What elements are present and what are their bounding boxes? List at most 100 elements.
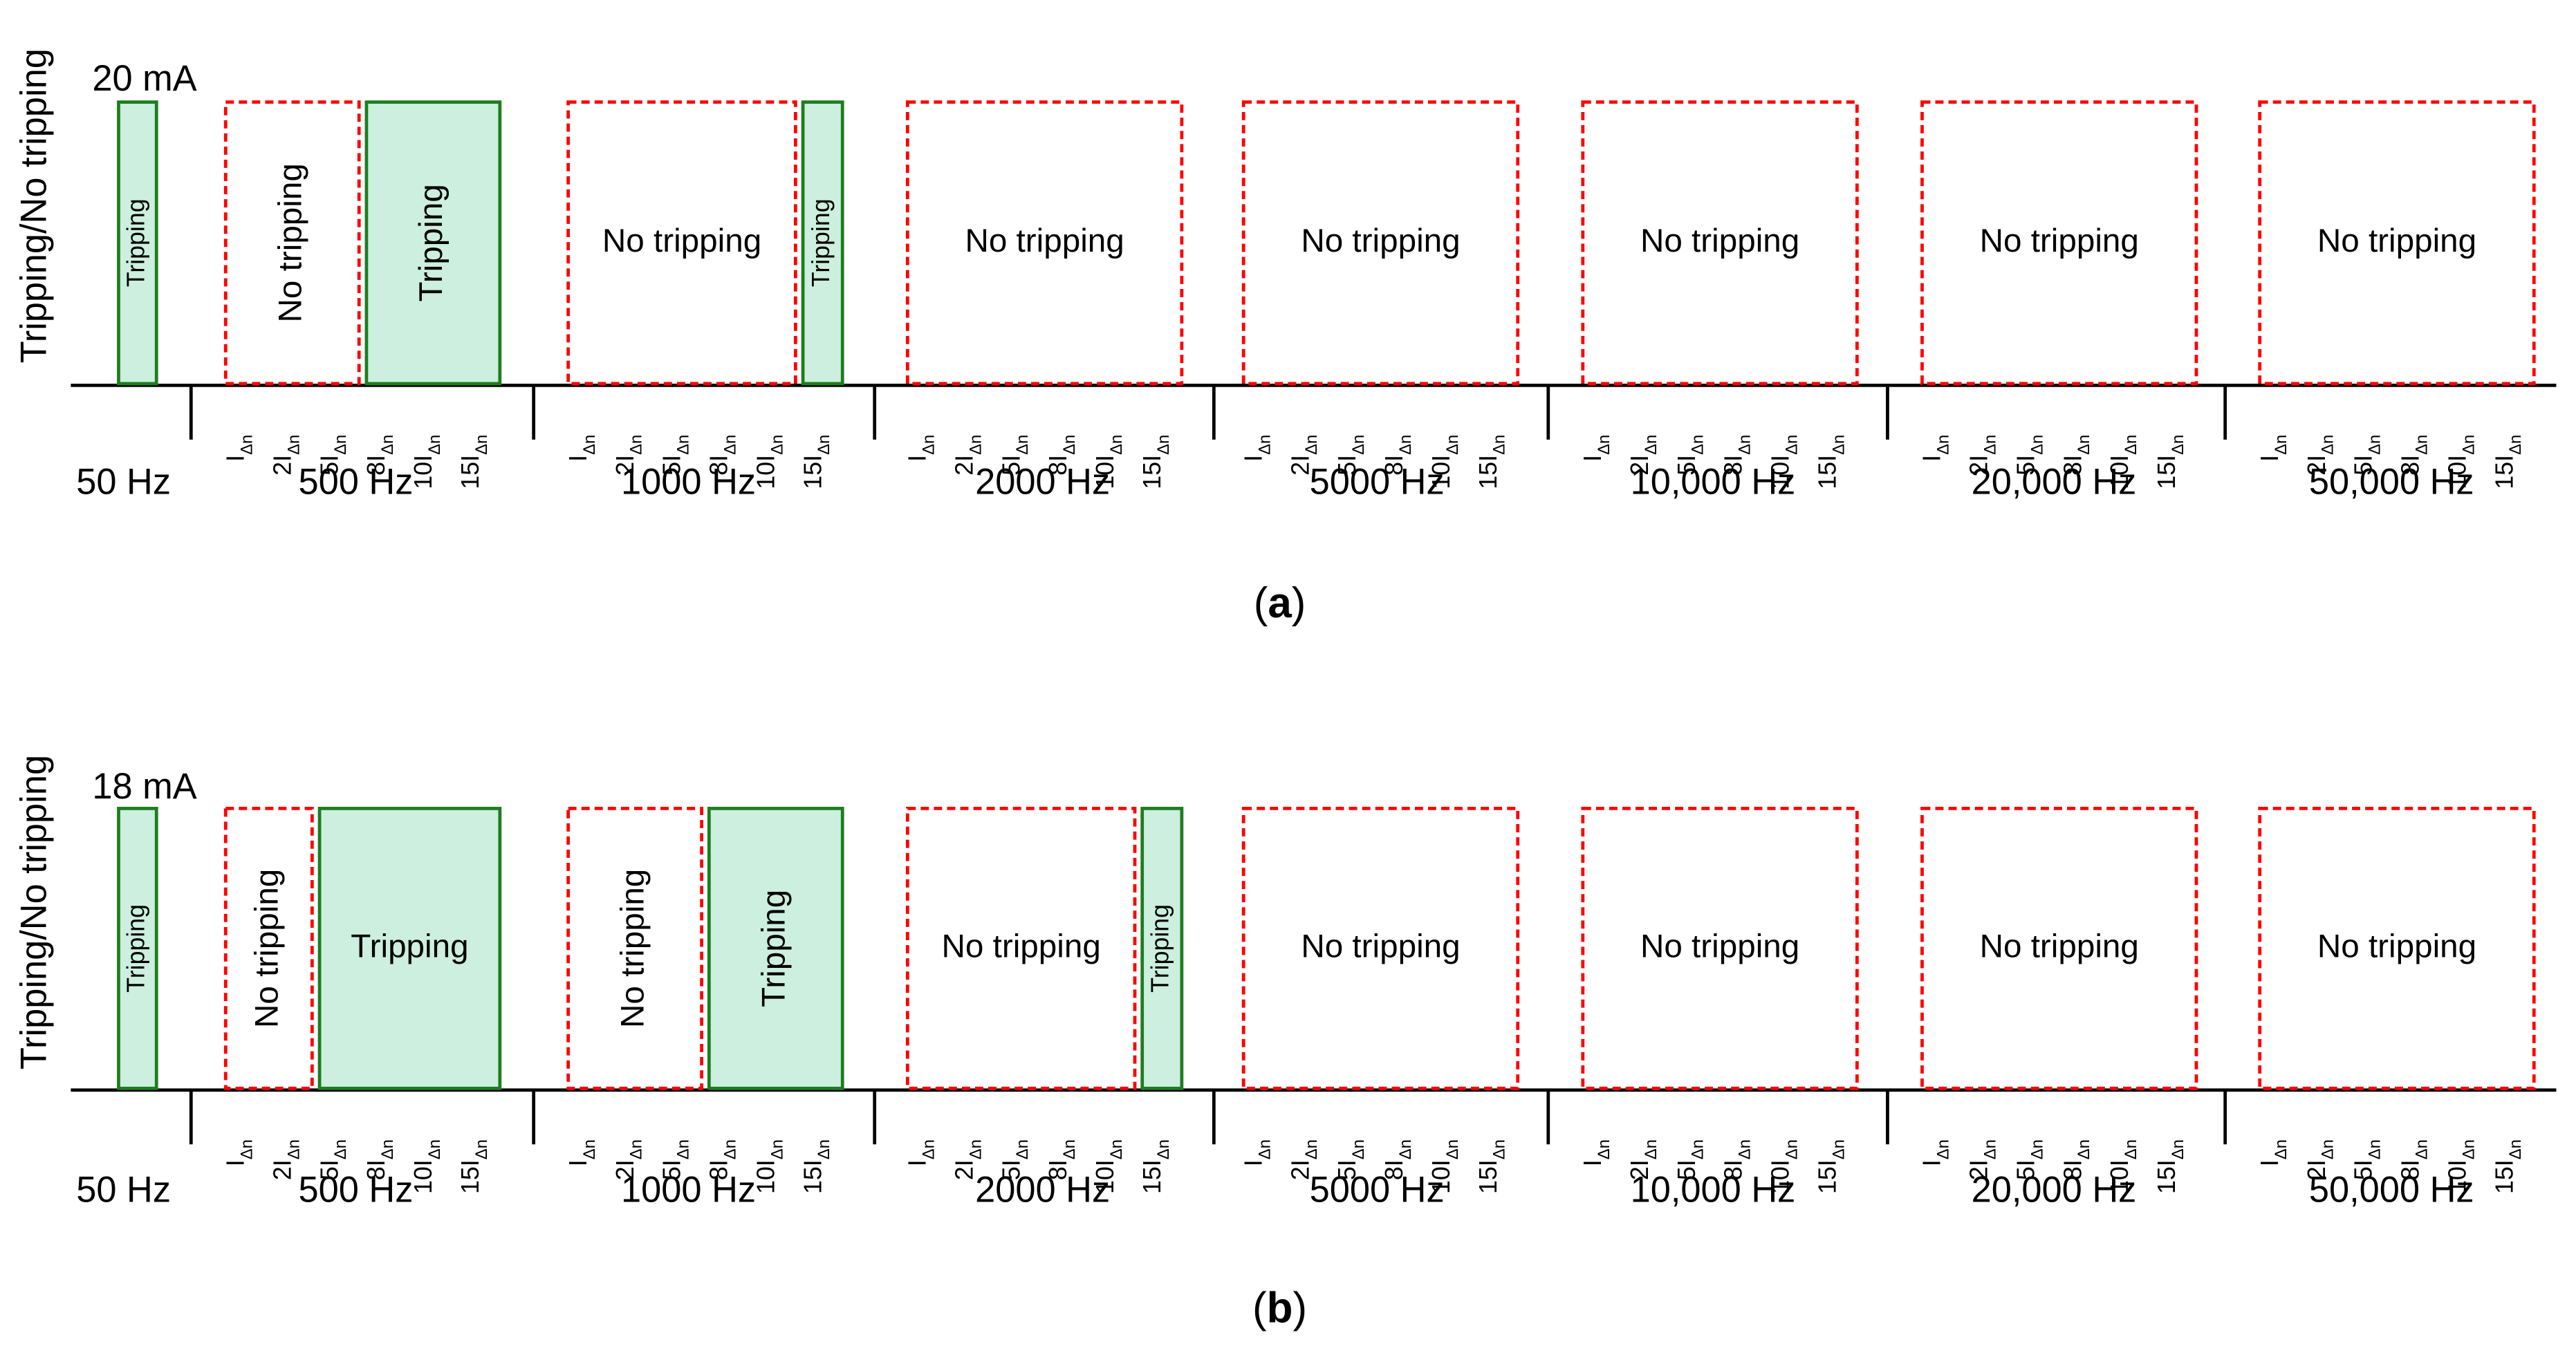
- x-tick-label: IΔn: [904, 1139, 938, 1166]
- no-tripping-bar: [1581, 100, 1859, 386]
- tick-subscript: Δn: [331, 435, 350, 455]
- tick-subscript: Δn: [1595, 435, 1613, 455]
- tick-subscript: Δn: [2075, 1139, 2093, 1159]
- x-tick-label: IΔn: [2256, 1139, 2290, 1166]
- tripping-bar: [117, 100, 158, 386]
- tick-multiplier: 15I: [2490, 1159, 2518, 1194]
- tripping-label: Tripping: [122, 904, 149, 993]
- x-tick-label: 2IΔn: [268, 1139, 303, 1180]
- x-tick-label: 15IΔn: [1138, 435, 1173, 489]
- tripping-label: Tripping: [807, 198, 835, 287]
- x-tick-label: 5IΔn: [2350, 1139, 2384, 1180]
- no-tripping-label: No tripping: [1640, 928, 1799, 964]
- tick-subscript: Δn: [1689, 1139, 1707, 1159]
- tick-subscript: Δn: [2506, 435, 2525, 455]
- x-tick-label: 15IΔn: [1138, 1139, 1173, 1194]
- tick-subscript: Δn: [331, 1139, 350, 1159]
- tick-subscript: Δn: [2412, 1139, 2431, 1159]
- tick-multiplier: 2I: [268, 455, 296, 476]
- tick-multiplier: 15I: [799, 455, 826, 489]
- tick-subscript: Δn: [378, 1139, 397, 1159]
- tick-multiplier: I: [904, 455, 932, 462]
- tick-subscript: Δn: [674, 1139, 693, 1159]
- tick-multiplier: 8I: [2059, 455, 2086, 476]
- x-tick-label: 8IΔn: [2397, 1139, 2431, 1180]
- tick-multiplier: I: [2256, 455, 2283, 462]
- x-tick-label: 2IΔn: [268, 435, 303, 476]
- no-tripping-bar: [223, 100, 361, 386]
- tick-subscript: Δn: [1349, 1139, 1368, 1159]
- x-tick-label: IΔn: [1579, 1139, 1613, 1166]
- x-tick-label: 8IΔn: [1380, 1139, 1415, 1180]
- x-tick-label: 2IΔn: [1965, 435, 2000, 476]
- tick-multiplier: 5I: [1673, 455, 1701, 476]
- tick-subscript: Δn: [721, 1139, 739, 1159]
- tick-multiplier: 8I: [705, 455, 733, 476]
- x-tick-label: 15IΔn: [2490, 1139, 2525, 1194]
- tick-multiplier: I: [1239, 455, 1267, 462]
- tick-multiplier: 5I: [315, 1159, 343, 1180]
- tick-subscript: Δn: [1154, 1139, 1173, 1159]
- chart-panel-a: Tripping/No tripping 20 mAIΔn2IΔn5IΔn8IΔn…: [15, 48, 2557, 627]
- tripping-label: Tripping: [1147, 904, 1174, 993]
- x-tick-label: 2IΔn: [1286, 1139, 1321, 1180]
- tick-subscript: Δn: [2319, 435, 2337, 455]
- tick-subscript: Δn: [2122, 435, 2140, 455]
- tripping-label: Tripping: [413, 184, 450, 301]
- x-tick-label: IΔn: [2256, 435, 2290, 462]
- frequency-label: 10,000 Hz: [1631, 1170, 1796, 1211]
- tick-multiplier: 8I: [2059, 1159, 2086, 1180]
- tick-multiplier: 2I: [950, 455, 978, 476]
- tick-subscript: Δn: [1642, 435, 1660, 455]
- tick-multiplier: 10I: [1767, 455, 1795, 489]
- x-tick-label: IΔn: [904, 435, 938, 462]
- x-tick-label: IΔn: [1579, 435, 1613, 462]
- no-tripping-bar: [1241, 807, 1520, 1090]
- tick-subscript: Δn: [2412, 435, 2431, 455]
- tick-subscript: Δn: [1396, 1139, 1415, 1159]
- tick-multiplier: 15I: [1474, 1159, 1502, 1194]
- tick-subscript: Δn: [2366, 435, 2384, 455]
- tick-multiplier: 15I: [456, 1159, 484, 1194]
- threshold-current-label: 18 mA: [92, 767, 196, 807]
- panel-caption: (b): [1252, 1284, 1307, 1332]
- x-tick-label: 5IΔn: [315, 435, 350, 476]
- x-tick-label: 2IΔn: [2303, 435, 2337, 476]
- tick-multiplier: 2I: [611, 1159, 639, 1180]
- no-tripping-bar: [1920, 807, 2198, 1090]
- x-tick-label: 5IΔn: [2350, 435, 2384, 476]
- x-tick-label: 15IΔn: [2153, 1139, 2187, 1194]
- tick-subscript: Δn: [2028, 1139, 2046, 1159]
- frequency-label: 10,000 Hz: [1631, 463, 1796, 503]
- tick-multiplier: 2I: [1626, 455, 1653, 476]
- tick-multiplier: 8I: [2397, 455, 2425, 476]
- caption-paren: (: [1254, 579, 1268, 627]
- tick-multiplier: 2I: [2303, 455, 2331, 476]
- x-tick-label: 8IΔn: [705, 1139, 740, 1180]
- tick-multiplier: 5I: [2012, 455, 2039, 476]
- tick-multiplier: 10I: [752, 1159, 779, 1194]
- tick-multiplier: I: [1579, 1159, 1606, 1166]
- tick-subscript: Δn: [1349, 435, 1368, 455]
- x-tick-label: IΔn: [1918, 435, 1953, 462]
- tick-subscript: Δn: [1396, 435, 1415, 455]
- tick-subscript: Δn: [1060, 435, 1079, 455]
- tick-subscript: Δn: [1443, 435, 1462, 455]
- tick-subscript: Δn: [627, 435, 646, 455]
- tripping-label: Tripping: [122, 198, 149, 287]
- tick-multiplier: 15I: [456, 455, 484, 489]
- frequency-label: 50,000 Hz: [2309, 1170, 2474, 1211]
- caption-paren: ): [1292, 579, 1306, 627]
- x-tick-label: 5IΔn: [1333, 1139, 1368, 1180]
- x-tick-label: 2IΔn: [1626, 435, 1660, 476]
- no-tripping-label: No tripping: [1980, 223, 2139, 259]
- tick-multiplier: 10I: [2443, 455, 2471, 489]
- tick-multiplier: 2I: [2303, 1159, 2331, 1180]
- x-tick-label: 15IΔn: [799, 435, 833, 489]
- caption-letter: a: [1268, 579, 1292, 627]
- tick-subscript: Δn: [472, 435, 491, 455]
- tick-subscript: Δn: [2169, 435, 2187, 455]
- tick-multiplier: 10I: [1767, 1159, 1795, 1194]
- no-tripping-label: No tripping: [615, 869, 651, 1028]
- tick-multiplier: 15I: [2153, 455, 2180, 489]
